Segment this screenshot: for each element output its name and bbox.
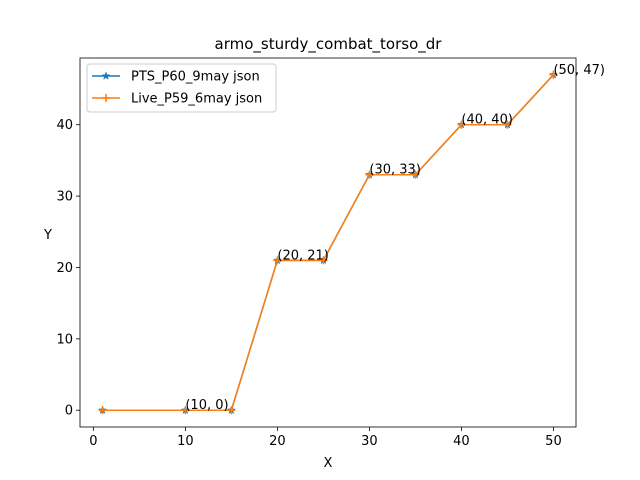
legend-marker-2: [102, 94, 110, 102]
y-tick-label-3: 20: [56, 261, 73, 276]
series-2: [98, 70, 558, 415]
data-point-2-9: [503, 120, 512, 129]
y-tick-label-1: 0: [65, 404, 73, 419]
annotation-4: (40, 40): [461, 113, 513, 128]
data-point-2-5: [319, 256, 328, 265]
y-tick-label-5: 40: [56, 118, 73, 133]
x-tick-label-1: 0: [89, 434, 97, 449]
annotation-2: (20, 21): [277, 248, 329, 263]
legend-marker-1: [101, 71, 111, 80]
y-tick-label-2: 10: [56, 332, 73, 347]
legend-box: [86, 63, 277, 113]
x-tick-label-3: 20: [269, 434, 286, 449]
y-tick-label-4: 30: [56, 190, 73, 205]
x-tick-label-2: 10: [177, 434, 194, 449]
legend-entry-1: PTS_P60_9may json: [92, 70, 260, 85]
x-tick-label-5: 40: [453, 434, 470, 449]
chart-title: armo_sturdy_combat_torso_dr: [215, 35, 443, 54]
legend-entry-2: Live_P59_6may json: [92, 92, 262, 107]
x-axis-ticks: 0 10 20 30 40 50: [89, 427, 562, 449]
series-layer: [98, 70, 558, 415]
data-point-2-8: [457, 120, 466, 129]
annotation-1: (10, 0): [185, 398, 228, 413]
legend-label-1: PTS_P60_9may json: [131, 70, 260, 85]
data-point-2-10: [549, 70, 558, 79]
annotation-5: (50, 47): [553, 63, 605, 78]
legend-items: PTS_P60_9may json Live_P59_6may json: [92, 70, 262, 107]
legend: PTS_P60_9may json Live_P59_6may json: [86, 63, 277, 113]
annotation-3: (30, 33): [369, 163, 421, 178]
data-point-2-3: [227, 406, 236, 415]
data-point-2-7: [411, 170, 420, 179]
data-point-2-2: [181, 406, 190, 415]
x-tick-label-4: 30: [361, 434, 378, 449]
y-axis-label: Y: [43, 228, 52, 243]
legend-label-2: Live_P59_6may json: [131, 92, 262, 107]
x-axis-label: X: [324, 456, 333, 471]
data-point-2-6: [365, 170, 374, 179]
plot-frame: [79, 57, 577, 428]
y-axis-ticks: 0 10 20 30 40: [56, 118, 80, 419]
data-point-2-1: [98, 406, 107, 415]
x-tick-label-6: 50: [545, 434, 562, 449]
series-line-2: [102, 74, 555, 411]
data-point-2-4: [273, 256, 282, 265]
annotation-layer: (10, 0) (20, 21) (30, 33) (40, 40) (50, 47): [185, 63, 605, 413]
